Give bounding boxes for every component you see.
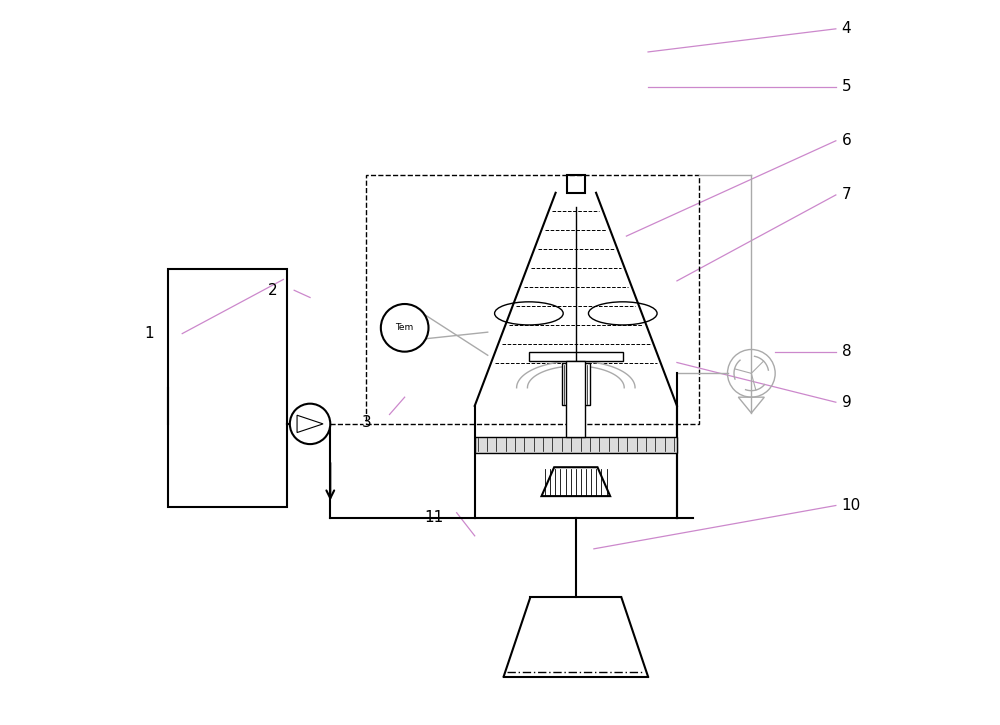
Text: 2: 2 [267,283,277,298]
Text: 10: 10 [842,498,861,513]
Bar [168,268,287,507]
Text: 8: 8 [842,344,851,359]
Text: 9: 9 [842,394,851,410]
Bar [529,352,623,361]
Bar [566,361,585,437]
Text: 7: 7 [842,188,851,202]
Bar [475,437,677,453]
Text: Tem: Tem [396,323,414,332]
Circle shape [290,404,330,444]
Text: 6: 6 [842,133,851,149]
Bar [366,175,699,424]
Polygon shape [542,467,610,496]
Text: 3: 3 [361,415,371,430]
Circle shape [381,304,428,352]
Text: 1: 1 [145,326,154,341]
Text: 4: 4 [842,21,851,36]
Polygon shape [297,415,323,433]
Text: 11: 11 [424,510,443,526]
Bar [567,175,584,193]
Text: 5: 5 [842,79,851,94]
Bar [562,363,590,405]
